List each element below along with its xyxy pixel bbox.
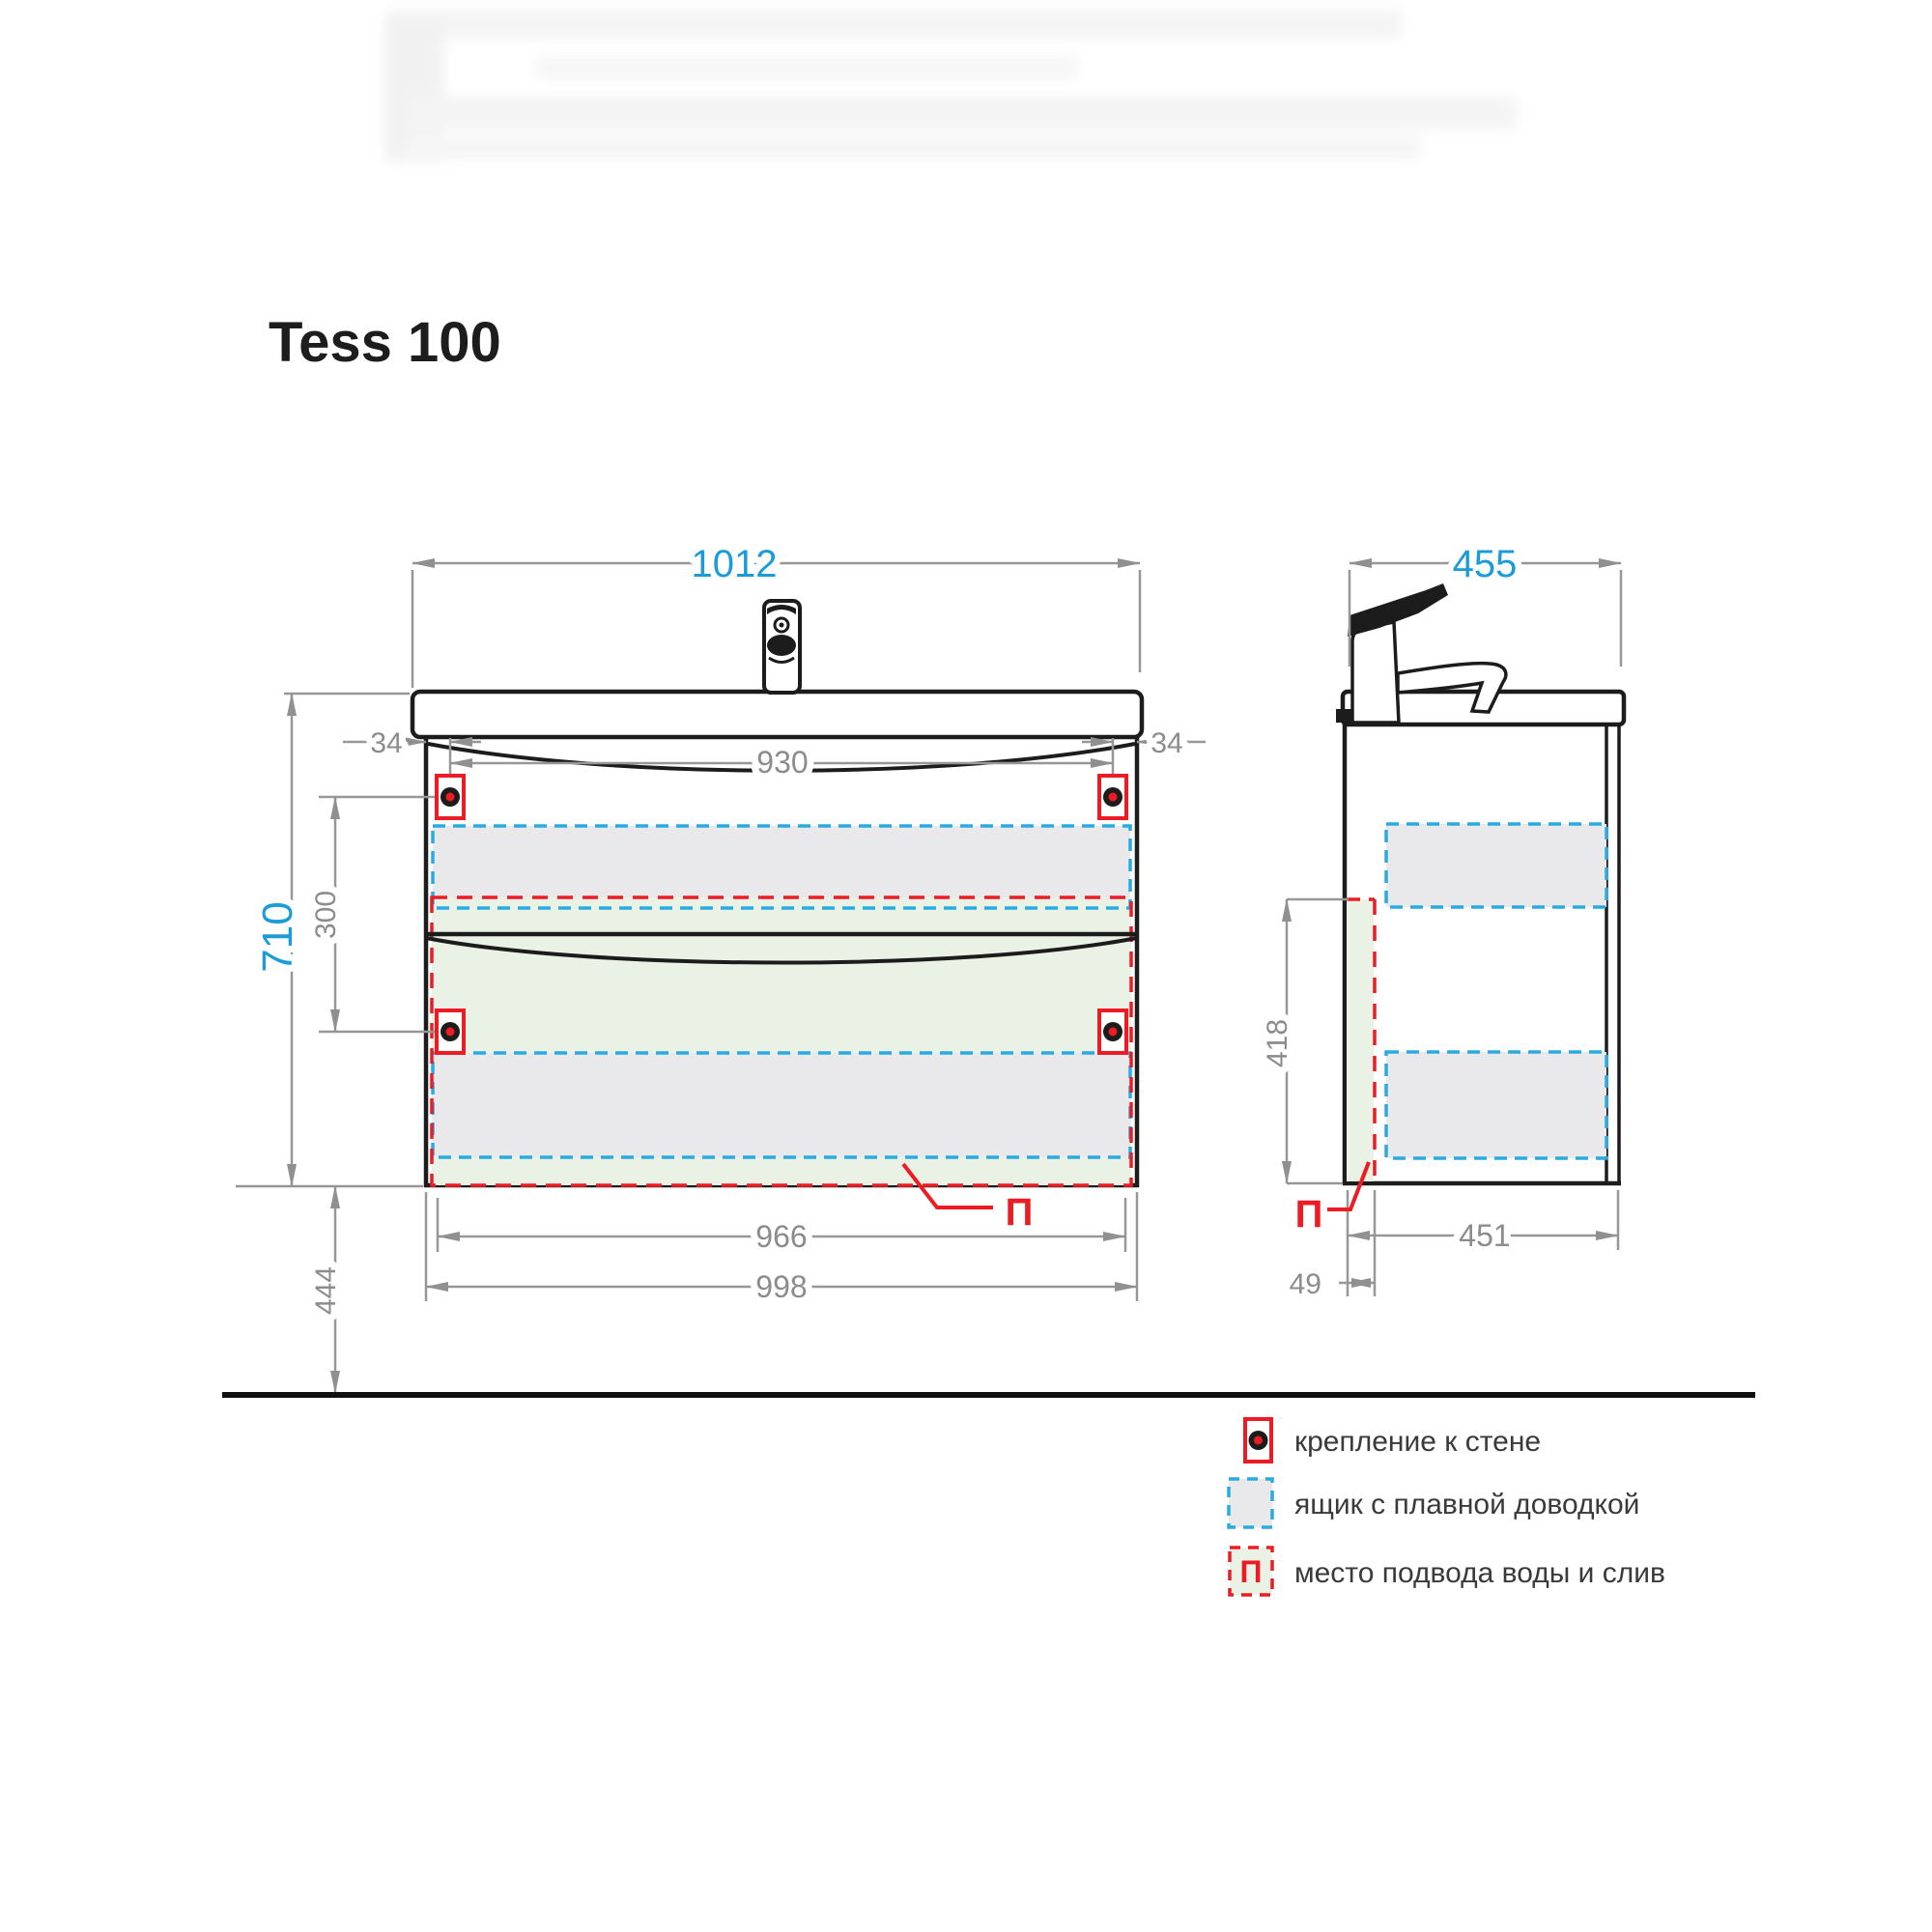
faucet-lever [1348, 583, 1448, 637]
artifact-row [406, 97, 1517, 129]
front-plumbing-zone-outline [430, 895, 1133, 1187]
dim-side-plumbing-depth [1339, 1190, 1377, 1296]
front-drawer1-outline [431, 824, 1132, 910]
front-view: 1012 930 34 34 710 [236, 536, 1206, 1394]
wall-mount-dot-icon [1254, 1435, 1263, 1445]
dim-side-mount-height [1282, 897, 1349, 1185]
dim-front-mount-gap-label: 300 [310, 891, 342, 939]
dim-front-height [236, 692, 423, 1188]
dim-side-depth-top [1348, 558, 1623, 667]
front-handle-curve [425, 936, 1138, 965]
faucet-cap [767, 605, 796, 614]
front-faucet [762, 599, 802, 695]
dim-front-mount-gap [319, 795, 435, 1034]
legend-item-wall-mount: крепление к стене [1243, 1417, 1541, 1463]
side-drawer1 [1384, 822, 1608, 909]
faucet-ring [773, 616, 790, 634]
artifact-row [386, 10, 1401, 39]
dim-side-depth-top-label: 455 [1453, 543, 1518, 585]
side-view: 455 418 451 49 П [1255, 536, 1627, 1307]
artifact-row [406, 135, 1420, 160]
mount-dot [445, 792, 455, 802]
dim-front-floor-gap-label: 444 [310, 1266, 342, 1315]
legend-label-wall-mount: крепление к стене [1294, 1426, 1541, 1458]
dim-front-inset-left-label: 34 [370, 727, 402, 759]
dim-front-basin-label: 930 [756, 745, 808, 780]
page-title: Tess 100 [269, 311, 501, 374]
faucet-body [1350, 619, 1401, 724]
dim-side-mount-height-label: 418 [1262, 1019, 1293, 1067]
mount-dot [1108, 792, 1118, 802]
mount-dot [1108, 1027, 1118, 1037]
faucet-lever [767, 635, 796, 656]
artifact-row [536, 56, 1077, 79]
faucet-arc [768, 656, 795, 664]
legend-label-plumbing-zone: место подвода воды и слив [1294, 1557, 1665, 1589]
side-plumbing-zone-fill [1347, 899, 1374, 1181]
faucet-dot [779, 622, 784, 628]
legend-label-soft-close-drawer: ящик с плавной доводкой [1294, 1489, 1639, 1520]
side-faucet [1336, 583, 1508, 724]
legend-item-plumbing-zone: П место подвода воды и слив [1228, 1546, 1665, 1597]
plumbing-zone-symbol-icon: П [1240, 1554, 1263, 1589]
dim-front-bottom-inner [436, 1198, 1127, 1252]
faucet-base-pad [1336, 709, 1354, 723]
dim-front-bottom-inner-label: 966 [755, 1219, 807, 1254]
top-artifact-band [384, 10, 1517, 162]
dim-front-width-top [411, 558, 1142, 688]
dim-side-bottom-depth-label: 451 [1459, 1218, 1510, 1253]
dim-front-height-label: 710 [254, 901, 301, 972]
side-drawer2 [1384, 1050, 1608, 1160]
dim-front-bottom-outer-label: 998 [755, 1269, 807, 1304]
side-plumbing-symbol: П [1295, 1193, 1323, 1236]
dim-front-width-top-label: 1012 [692, 543, 778, 585]
faucet-spout [1396, 661, 1508, 714]
mount-marker-top-left [435, 774, 466, 820]
dim-side-plumbing-depth-label: 49 [1290, 1268, 1321, 1300]
plumbing-zone-icon [1228, 1546, 1274, 1597]
wall-mount-markers [435, 774, 1128, 1055]
dim-front-inset-right-label: 34 [1151, 727, 1182, 759]
side-plumbing-leader [1327, 1161, 1371, 1211]
mount-marker-bottom-left [435, 1009, 466, 1055]
front-drawer1-fill [433, 826, 1130, 908]
soft-close-drawer-icon [1227, 1477, 1274, 1529]
mount-marker-bottom-right [1097, 1009, 1128, 1055]
mount-dot [445, 1027, 455, 1037]
front-basin-curve [427, 742, 1136, 773]
front-plumbing-symbol: П [1006, 1191, 1034, 1234]
dim-front-bottom-outer [424, 1192, 1139, 1301]
front-plumbing-leader [901, 1162, 993, 1209]
legend-item-soft-close-drawer: ящик с плавной доводкой [1227, 1477, 1639, 1529]
mount-marker-top-right [1097, 774, 1128, 820]
legend: крепление к стене ящик с плавной доводко… [1227, 1417, 1665, 1597]
front-washbasin-top [410, 689, 1145, 740]
front-drawer2-fill [433, 1053, 1130, 1157]
